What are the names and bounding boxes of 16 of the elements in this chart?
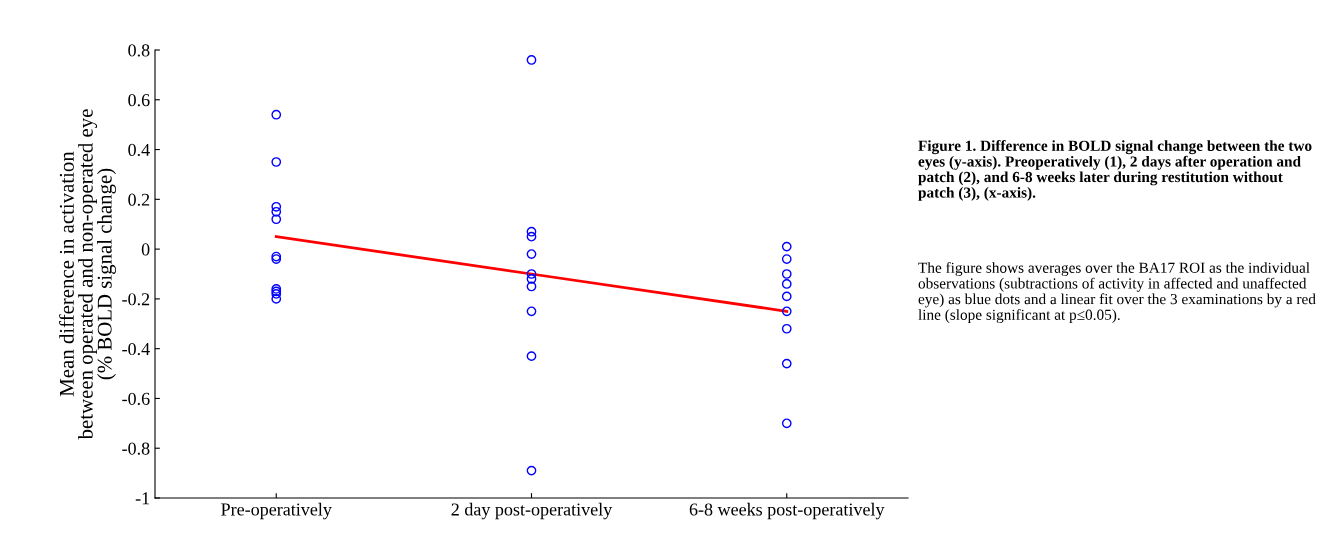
y-axis-title: Mean difference in activation between operated and non-operated eye (% BOLD signal change) bbox=[58, 109, 116, 440]
y-tick-label: 0.6 bbox=[128, 94, 150, 107]
y-tick-label: 0 bbox=[141, 243, 150, 256]
x-tick-label: Pre-operatively bbox=[221, 502, 332, 520]
y-tick-label: 0.8 bbox=[128, 44, 150, 57]
y-tick-label: -0.8 bbox=[122, 442, 150, 455]
text: Figure 1. Difference in BOLD signal change between the two eyes (y-axis). Preoperatively (1), 2 days after operation and patch (2), and 6-8 weeks later during restitution without patch (3), (x-axis). bbox=[918, 140, 1312, 201]
y-tick-label: -1 bbox=[135, 492, 150, 505]
x-tick-label: 6-8 weeks post-operatively bbox=[689, 502, 885, 520]
y-tick-label: 0.4 bbox=[128, 143, 150, 157]
y-tick-label: -0.6 bbox=[122, 392, 150, 405]
y-tick-label: 0.2 bbox=[128, 193, 150, 206]
y-tick-label: -0.2 bbox=[122, 293, 150, 306]
text: The figure shows averages over the BA17 ROI as the individual observations (subtractions of activity in affected and unaffected eye) as blue dots and a linear fit over the 3 examinations by a red line (slope significant at p≤0.05). bbox=[918, 262, 1316, 324]
x-tick-label: 2 day post-operatively bbox=[451, 502, 613, 520]
y-tick-label: -0.4 bbox=[122, 342, 150, 356]
